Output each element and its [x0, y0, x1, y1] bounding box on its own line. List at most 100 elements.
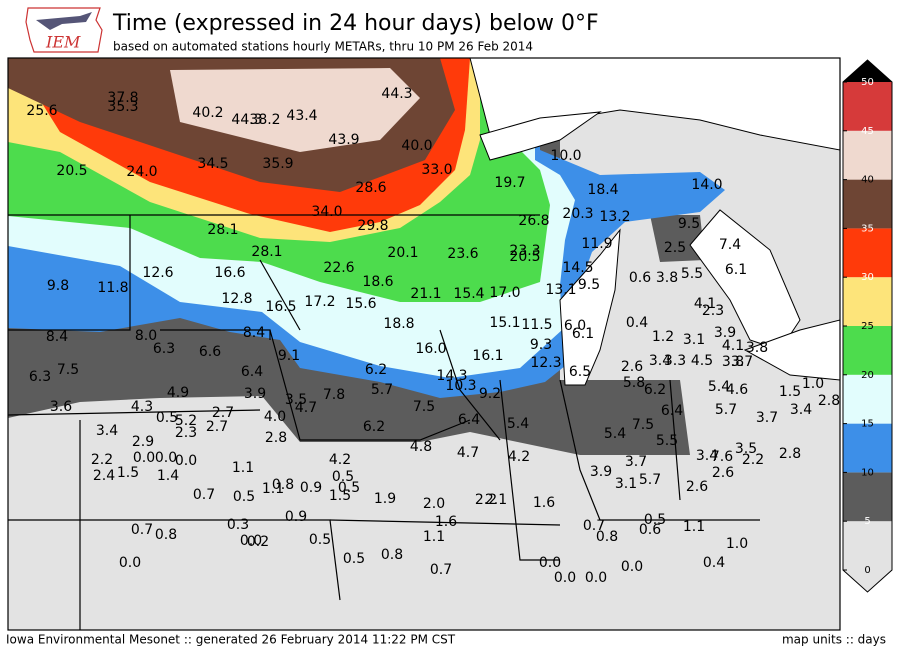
station-value: 4.7 [457, 445, 479, 461]
station-value: 13.1 [545, 282, 576, 298]
map [8, 58, 840, 630]
colorbar-segment [843, 472, 892, 522]
station-value: 9.3 [530, 337, 552, 353]
station-value: 2.6 [621, 359, 643, 375]
colorbar-segment [843, 374, 892, 424]
station-value: 14.5 [562, 260, 593, 276]
station-value: 35.3 [107, 99, 138, 115]
station-value: 3.3 [664, 353, 686, 369]
boundary [499, 379, 560, 561]
map-frame [7, 57, 841, 631]
contour-band [650, 215, 705, 262]
station-value: 9.2 [479, 386, 501, 402]
station-value: 5.4 [708, 379, 730, 395]
station-value: 8.4 [46, 329, 68, 345]
station-value: 9.5 [678, 216, 700, 232]
station-value: 1.9 [374, 491, 396, 507]
station-value: 7.5 [413, 399, 435, 415]
station-value: 6.4 [661, 403, 683, 419]
station-value: 0.0 [585, 570, 607, 586]
station-value: 0.5 [343, 551, 365, 567]
station-value: 15.6 [345, 296, 376, 312]
colorbar-tick-label: 15 [861, 419, 874, 430]
station-value: 0.0 [133, 450, 155, 466]
station-value: 0.0 [175, 453, 197, 469]
station-value: 4.1 [694, 296, 716, 312]
station-value: 7.5 [632, 417, 654, 433]
colorbar-tick-label: 20 [861, 370, 874, 381]
station-value: 8.4 [243, 325, 265, 341]
station-value: 16.5 [265, 299, 296, 315]
station-value: 3.7 [756, 410, 778, 426]
water-or-outside [479, 111, 602, 161]
station-value: 4.6 [726, 382, 748, 398]
station-value: 1.5 [117, 465, 139, 481]
colorbar-segment [843, 521, 892, 570]
contour-band [170, 68, 420, 152]
boundary [259, 259, 301, 331]
station-value: 15.1 [489, 315, 520, 331]
station-value: 5.4 [507, 416, 529, 432]
station-value: 0.2 [247, 534, 269, 550]
station-value: 3.1 [683, 332, 705, 348]
station-value: 3.8 [656, 270, 678, 286]
boundary [329, 519, 561, 526]
station-value: 5.7 [715, 402, 737, 418]
station-value: 5.2 [175, 413, 197, 429]
station-value: 2.7 [206, 419, 228, 435]
station-value: 3.8 [746, 340, 768, 356]
footer-left: Iowa Environmental Mesonet :: generated … [6, 633, 456, 647]
colorbar-segment [843, 179, 892, 229]
station-value: 28.1 [251, 244, 282, 260]
subtitle: based on automated stations hourly METAR… [113, 40, 533, 54]
station-labels: 25.637.835.3 40.2 44.338.2 43.444.343.9 40.0… [26, 86, 840, 586]
station-value: 0.7 [131, 522, 153, 538]
colorbar-tick-label: 40 [861, 175, 874, 186]
station-value: 12.8 [221, 291, 252, 307]
station-value: 0.7 [193, 487, 215, 503]
station-value: 0.5 [338, 480, 360, 496]
station-value: 4.9 [167, 385, 189, 401]
station-value: 3.7 [731, 354, 753, 370]
station-value: 0.0 [155, 450, 177, 466]
colorbar-tick-label: 45 [861, 126, 874, 137]
station-value: 37.8 [107, 90, 138, 106]
footer-right: map units :: days [782, 633, 886, 647]
station-value: 0.0 [240, 533, 262, 549]
station-value: 2.2 [91, 452, 113, 468]
station-value: 3.4 [696, 448, 718, 464]
station-value: 21.1 [410, 286, 441, 302]
station-value: 0.5 [156, 410, 178, 426]
station-value: 7.8 [323, 387, 345, 403]
colorbar-tick-label: 5 [864, 516, 870, 527]
station-value: 0.6 [639, 522, 661, 538]
water-or-outside [559, 228, 621, 386]
station-value: 3.1 [615, 476, 637, 492]
station-value: 17.2 [304, 294, 335, 310]
station-value: 1.1 [232, 460, 254, 476]
colorbar-segment [843, 82, 892, 131]
station-value: 18.4 [587, 182, 618, 198]
station-value: 5.5 [681, 266, 703, 282]
station-value: 44.3 [381, 86, 412, 102]
station-value: 1.6 [435, 514, 457, 530]
water-or-outside [743, 319, 840, 381]
station-value: 0.3 [227, 517, 249, 533]
station-value: 0.4 [703, 555, 725, 571]
station-value: 9.1 [278, 348, 300, 364]
station-value: 0.8 [272, 477, 294, 493]
station-value: 11.9 [581, 236, 612, 252]
station-value: 7.6 [711, 449, 733, 465]
logo-text: IEM [45, 33, 81, 52]
station-value: 5.7 [371, 382, 393, 398]
station-value: 6.6 [199, 344, 221, 360]
boundary [439, 329, 501, 441]
station-value: 6.4 [458, 412, 480, 428]
station-value: 3.5 [735, 441, 757, 457]
station-value: 28.6 [355, 180, 386, 196]
colorbar-tick-label: 10 [861, 467, 874, 478]
station-value: 40.0 [401, 138, 432, 154]
station-value: 23.3 [509, 243, 540, 259]
station-value: 3.4 [649, 353, 671, 369]
colorbar-tick-label: 35 [861, 223, 874, 234]
